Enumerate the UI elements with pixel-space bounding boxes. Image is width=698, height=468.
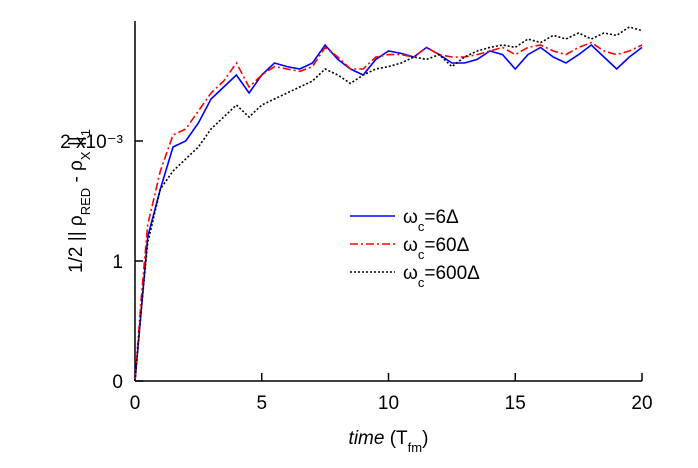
x-axis-label: time (Tfm) xyxy=(349,428,429,455)
y-tick-label: 1 xyxy=(112,252,123,273)
text-part: c xyxy=(418,247,425,262)
y-tick-label: 2 x10⁻³ xyxy=(60,132,123,153)
text-part: =60Δ xyxy=(424,235,469,256)
text-part: c xyxy=(418,219,425,234)
text-part: fm xyxy=(408,440,422,455)
text-part: c xyxy=(418,275,425,290)
text-part: (T xyxy=(384,428,408,449)
x-tick-label: 0 xyxy=(130,393,141,414)
legend-label: ωc=6Δ xyxy=(403,207,459,234)
text-part: - ρ xyxy=(66,160,87,188)
x-tick-label: 5 xyxy=(256,393,267,414)
text-part: time xyxy=(349,428,385,449)
text-part: 1/2 || ρ xyxy=(66,215,87,273)
text-part: || xyxy=(66,136,87,151)
y-tick-label: 0 xyxy=(112,372,123,393)
series-line xyxy=(134,26,643,382)
series-line xyxy=(134,41,643,382)
text-part: X xyxy=(78,151,93,160)
legend-label: ωc=60Δ xyxy=(403,235,470,262)
text-part: ) xyxy=(422,428,428,449)
text-part: ω xyxy=(403,263,418,284)
series-line xyxy=(134,43,643,382)
text-part: =600Δ xyxy=(424,263,480,284)
text-part: ω xyxy=(403,207,418,228)
text-part: RED xyxy=(78,188,93,215)
text-part: =6Δ xyxy=(424,207,459,228)
x-tick-label: 20 xyxy=(631,393,652,414)
x-tick-label: 15 xyxy=(505,393,526,414)
y-axis-label: 1/2 || ρRED - ρX ||1 xyxy=(66,129,93,273)
text-part: ω xyxy=(403,235,418,256)
text-part: 1 xyxy=(78,129,93,136)
legend-label: ωc=600Δ xyxy=(403,263,480,290)
x-tick-label: 10 xyxy=(378,393,399,414)
